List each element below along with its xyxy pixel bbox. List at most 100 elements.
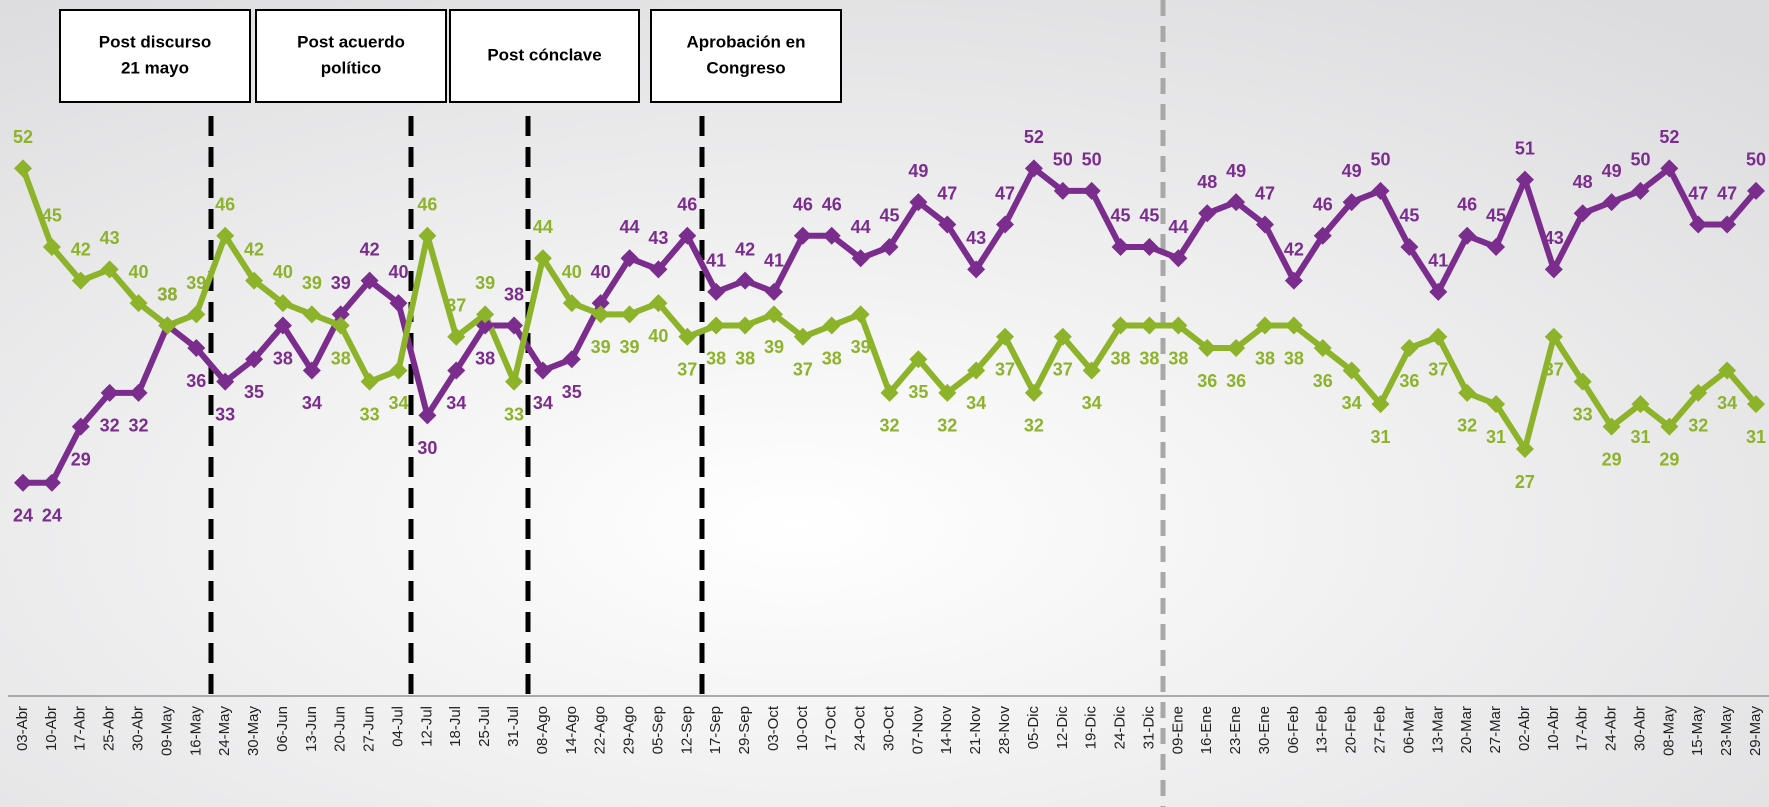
marker	[1515, 170, 1534, 189]
x-tick-label: 18-Jul	[447, 706, 464, 747]
x-tick-label: 25-Jul	[476, 706, 493, 747]
data-label: 44	[620, 217, 640, 237]
data-label: 46	[215, 194, 235, 214]
data-label: 36	[1399, 371, 1419, 391]
data-label: 34	[1082, 393, 1102, 413]
marker	[1313, 226, 1332, 245]
data-label: 50	[1630, 150, 1650, 170]
data-label: 39	[475, 273, 495, 293]
data-label: 46	[822, 194, 842, 214]
data-label: 31	[1746, 427, 1766, 447]
x-tick-label: 10-Abr	[43, 706, 60, 751]
data-label: 34	[1342, 393, 1362, 413]
x-tick-label: 25-Abr	[101, 706, 118, 751]
marker	[1515, 440, 1534, 459]
x-tick-label: 30-Oct	[880, 705, 897, 751]
x-tick-label: 10-Abr	[1545, 706, 1562, 751]
marker	[1082, 181, 1101, 200]
marker	[1747, 395, 1765, 414]
marker	[1255, 215, 1274, 234]
data-label: 47	[1255, 183, 1275, 203]
data-label: 52	[13, 127, 33, 147]
marker	[476, 305, 495, 324]
marker	[822, 226, 841, 245]
data-label: 38	[157, 284, 177, 304]
data-label: 48	[1197, 172, 1217, 192]
data-label: 36	[1313, 371, 1333, 391]
marker	[880, 383, 899, 402]
marker	[331, 316, 350, 335]
data-label: 32	[1457, 416, 1477, 436]
x-tick-label: 29-Sep	[736, 706, 753, 754]
data-label: 37	[1428, 360, 1448, 380]
marker	[1718, 361, 1737, 380]
marker	[14, 473, 32, 492]
data-label: 36	[1226, 371, 1246, 391]
marker	[1400, 339, 1419, 357]
x-tick-label: 06-Mar	[1400, 706, 1417, 754]
x-tick-label: 17-Abr	[1574, 706, 1591, 751]
data-label: 44	[1168, 217, 1188, 237]
marker	[967, 260, 986, 279]
x-tick-label: 12-Dic	[1054, 706, 1071, 750]
marker	[1602, 417, 1621, 436]
data-label: 27	[1515, 472, 1535, 492]
marker	[1227, 193, 1246, 212]
data-label: 45	[1486, 206, 1506, 226]
data-label: 37	[995, 360, 1015, 380]
annotation-text: Post acuerdo	[297, 32, 405, 51]
marker	[1573, 204, 1592, 223]
data-label: 34	[302, 393, 322, 413]
x-tick-label: 03-Oct	[765, 705, 782, 751]
marker	[707, 282, 726, 301]
marker	[1111, 237, 1130, 256]
data-label: 38	[331, 348, 351, 368]
data-label: 45	[879, 206, 899, 226]
data-label: 29	[1602, 449, 1622, 469]
x-tick-label: 12-Sep	[678, 706, 695, 754]
x-tick-label: 17-Sep	[707, 706, 724, 754]
marker	[736, 271, 755, 290]
marker	[1198, 339, 1217, 357]
annotation-box	[255, 9, 447, 103]
data-label: 24	[13, 505, 33, 525]
data-label: 39	[851, 337, 871, 357]
marker	[42, 237, 61, 256]
marker	[1660, 159, 1679, 178]
marker	[764, 282, 783, 301]
marker	[216, 372, 235, 391]
data-label: 46	[1457, 194, 1477, 214]
data-label: 33	[504, 404, 524, 424]
data-label: 39	[331, 273, 351, 293]
marker	[707, 316, 726, 335]
x-tick-label: 13-Jun	[303, 706, 320, 752]
marker	[1689, 215, 1708, 234]
x-tick-label: 14-Nov	[938, 706, 955, 755]
x-tick-label: 30-Abr	[130, 706, 147, 751]
marker	[1284, 316, 1303, 335]
x-tick-label: 08-Ago	[534, 706, 551, 754]
marker	[1400, 237, 1419, 256]
marker	[1342, 361, 1361, 380]
marker	[447, 361, 466, 380]
data-label: 47	[1688, 183, 1708, 203]
annotation-box	[449, 9, 640, 103]
marker	[1487, 237, 1506, 256]
x-tick-label: 10-Oct	[794, 705, 811, 751]
marker	[1169, 249, 1188, 268]
data-label: 32	[879, 416, 899, 436]
x-tick-label: 14-Ago	[563, 706, 580, 754]
data-label: 52	[1659, 127, 1679, 147]
data-label: 47	[937, 183, 957, 203]
data-label: 35	[244, 382, 264, 402]
marker	[1660, 417, 1679, 436]
x-tick-label: 22-Ago	[592, 706, 609, 754]
annotation-text: 21 mayo	[121, 58, 189, 77]
data-label: 40	[273, 262, 293, 282]
marker	[245, 350, 264, 369]
x-tick-label: 16-Ene	[1198, 706, 1215, 754]
data-label: 38	[1284, 348, 1304, 368]
data-label: 37	[793, 360, 813, 380]
marker	[1284, 271, 1303, 290]
